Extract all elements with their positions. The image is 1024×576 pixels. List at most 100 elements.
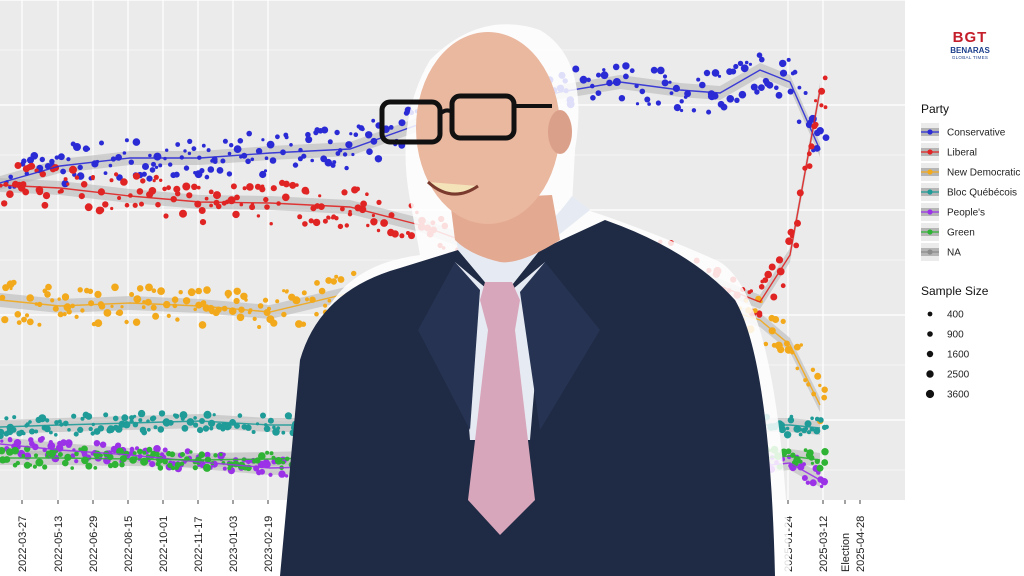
point-liberal [764,270,772,279]
point-green [123,450,130,457]
point-liberal [270,185,277,192]
point-conservative [717,74,722,78]
point-conservative [73,143,81,151]
point-bloc-qu-b-cois [281,430,286,435]
point-conservative [108,163,113,168]
point-bloc-qu-b-cois [18,429,25,436]
point-liberal [196,185,201,190]
point-conservative [146,175,153,182]
sample-size-legend-keys: 400 900 1600 2500 3600 [925,310,970,401]
point-conservative [324,158,333,167]
point-liberal [3,181,9,187]
point-bloc-qu-b-cois [785,426,790,431]
point-liberal [787,228,795,236]
point-liberal [209,203,214,208]
point-bloc-qu-b-cois [174,413,180,419]
point-liberal [365,192,369,196]
point-green [93,466,98,470]
point-liberal [380,219,388,227]
point-conservative [748,62,753,66]
point-conservative [183,149,187,153]
point-bloc-qu-b-cois [158,410,166,417]
legend-title-sample-size: Sample Size [921,284,989,298]
point-conservative [612,63,620,71]
size-legend-label: 3600 [947,390,970,401]
point-green [99,453,103,458]
point-liberal [749,289,753,293]
point-conservative [269,157,277,164]
legend-label-liberal: Liberal [947,148,977,159]
point-new-democratic [200,300,207,306]
point-conservative [335,151,341,156]
point-liberal [264,204,270,210]
point-new-democratic [774,341,783,350]
point-new-democratic [814,372,822,380]
point-bloc-qu-b-cois [137,409,146,418]
size-legend-dot [926,370,934,378]
point-bloc-qu-b-cois [71,413,77,419]
point-people-s [135,446,139,451]
legend-key-dot-bloc-qu-b-cois [927,189,933,195]
point-conservative [173,171,180,178]
point-green [28,463,33,467]
point-conservative [227,151,232,156]
point-people-s [74,459,79,464]
point-bloc-qu-b-cois [162,419,171,427]
point-new-democratic [37,322,42,327]
person-photo [280,24,790,576]
point-new-democratic [198,321,207,329]
point-green [810,461,815,465]
point-liberal [770,293,778,301]
point-liberal [282,193,290,202]
point-conservative [289,143,293,147]
point-liberal [263,196,269,203]
point-new-democratic [325,277,333,284]
point-bloc-qu-b-cois [193,416,197,420]
legend-key-dot-na [927,249,933,255]
point-liberal [199,219,207,226]
point-new-democratic [152,312,160,320]
point-green [213,453,218,458]
point-conservative [673,104,682,112]
point-liberal [132,202,138,208]
point-new-democratic [24,313,30,318]
point-liberal [208,189,214,195]
point-green [157,465,164,471]
point-bloc-qu-b-cois [193,422,199,428]
point-conservative [201,143,206,148]
point-green [146,446,153,453]
smile [426,180,479,196]
point-conservative [635,102,640,106]
point-green [80,445,88,453]
point-bloc-qu-b-cois [276,426,281,430]
point-bloc-qu-b-cois [150,415,157,421]
point-bloc-qu-b-cois [226,424,232,430]
point-green [119,462,125,468]
point-new-democratic [9,286,13,291]
point-green [198,451,206,459]
x-tick-label: 2022-06-29 [88,516,100,572]
point-new-democratic [133,295,142,303]
point-liberal [35,186,44,194]
point-conservative [187,151,192,156]
point-conservative [644,96,651,103]
point-conservative [305,136,313,144]
point-conservative [310,158,315,163]
point-conservative [86,147,91,151]
point-green [85,462,93,470]
point-new-democratic [301,290,307,296]
point-conservative [579,75,588,84]
point-liberal [215,203,222,210]
point-conservative [165,148,169,152]
point-bloc-qu-b-cois [197,427,204,434]
point-green [42,464,48,470]
point-conservative [720,103,728,111]
point-liberal [283,180,290,188]
point-new-democratic [45,283,52,291]
point-bloc-qu-b-cois [97,425,105,432]
point-new-democratic [150,304,157,311]
point-liberal [179,209,187,218]
point-bloc-qu-b-cois [129,415,135,421]
point-green [33,453,39,458]
point-bloc-qu-b-cois [272,428,280,436]
